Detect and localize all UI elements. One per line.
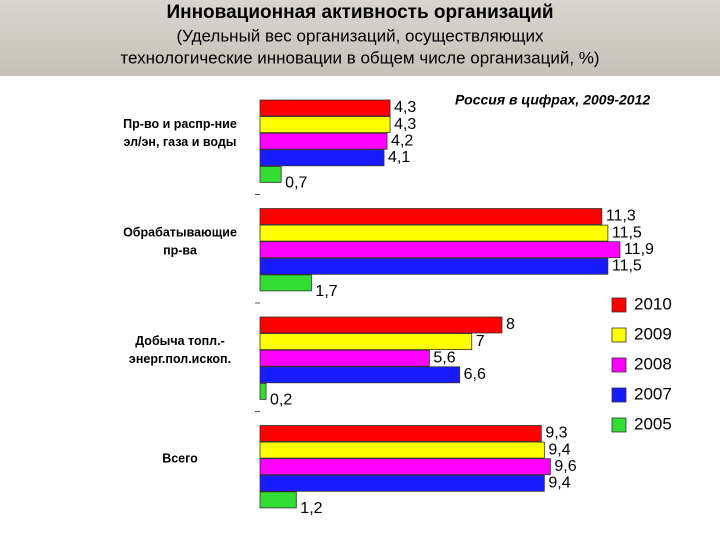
annotation: Россия в цифрах, 2009-2012 bbox=[455, 92, 650, 108]
value-label: 4,3 bbox=[394, 99, 416, 116]
value-label: 4,3 bbox=[394, 116, 416, 133]
bar bbox=[259, 132, 388, 150]
legend-label: 2009 bbox=[634, 324, 672, 343]
value-label: 11,3 bbox=[606, 208, 636, 225]
value-label: 9,6 bbox=[554, 458, 576, 475]
value-label: 1,2 bbox=[300, 500, 322, 517]
subtitle: (Удельный вес организаций, осуществляющи… bbox=[176, 26, 544, 45]
legend-swatch bbox=[611, 387, 627, 403]
category-label: Добыча топл.- bbox=[135, 334, 225, 348]
value-label: 11,5 bbox=[612, 224, 642, 241]
bar bbox=[259, 165, 282, 183]
value-label: 4,2 bbox=[391, 132, 413, 149]
bar bbox=[259, 474, 545, 492]
value-label: 11,9 bbox=[624, 241, 654, 258]
legend-swatch bbox=[611, 357, 627, 373]
bar bbox=[259, 382, 267, 400]
legend-swatch bbox=[611, 417, 627, 433]
bar bbox=[259, 316, 503, 334]
value-label: 6,6 bbox=[464, 366, 486, 383]
bar bbox=[259, 241, 621, 259]
category-label: Обрабатывающие bbox=[123, 225, 237, 239]
bar bbox=[259, 116, 391, 133]
category-label: энерг.пол.ископ. bbox=[129, 352, 231, 366]
legend-label: 2010 bbox=[634, 294, 672, 313]
bar bbox=[259, 458, 551, 476]
category-label: Пр-во и распр-ние bbox=[123, 117, 237, 131]
legend-label: 2008 bbox=[634, 354, 672, 373]
value-label: 9,3 bbox=[545, 425, 567, 442]
value-label: 0,2 bbox=[270, 392, 292, 409]
value-label: 5,6 bbox=[433, 349, 455, 366]
bar bbox=[259, 366, 461, 384]
bar bbox=[259, 224, 609, 242]
category-label: пр-ва bbox=[163, 243, 198, 257]
value-label: 9,4 bbox=[548, 475, 570, 492]
bar bbox=[259, 349, 430, 367]
bar bbox=[259, 274, 312, 292]
bar bbox=[259, 257, 609, 275]
value-label: 1,7 bbox=[315, 283, 337, 300]
bar bbox=[259, 441, 545, 459]
value-label: 0,7 bbox=[285, 175, 307, 192]
chart-title: Инновационная активность организаций bbox=[166, 2, 553, 23]
bar bbox=[259, 425, 542, 442]
bar bbox=[259, 491, 297, 509]
header-band bbox=[0, 0, 720, 76]
value-label: 4,1 bbox=[388, 149, 410, 166]
legend-label: 2005 bbox=[634, 414, 672, 433]
category-label: эл/эн, газа и воды bbox=[124, 135, 237, 149]
subtitle: технологические инновации в общем числе … bbox=[120, 48, 599, 67]
legend-swatch bbox=[611, 297, 627, 313]
bar bbox=[259, 99, 391, 117]
bar bbox=[259, 149, 385, 167]
bar bbox=[259, 333, 473, 351]
value-label: 8 bbox=[506, 316, 515, 333]
value-label: 7 bbox=[476, 333, 485, 350]
legend-label: 2007 bbox=[634, 384, 672, 403]
bar bbox=[259, 208, 603, 225]
category-label: Всего bbox=[162, 451, 198, 465]
value-label: 9,4 bbox=[548, 441, 570, 458]
legend-swatch bbox=[611, 327, 627, 343]
value-label: 11,5 bbox=[612, 258, 642, 275]
